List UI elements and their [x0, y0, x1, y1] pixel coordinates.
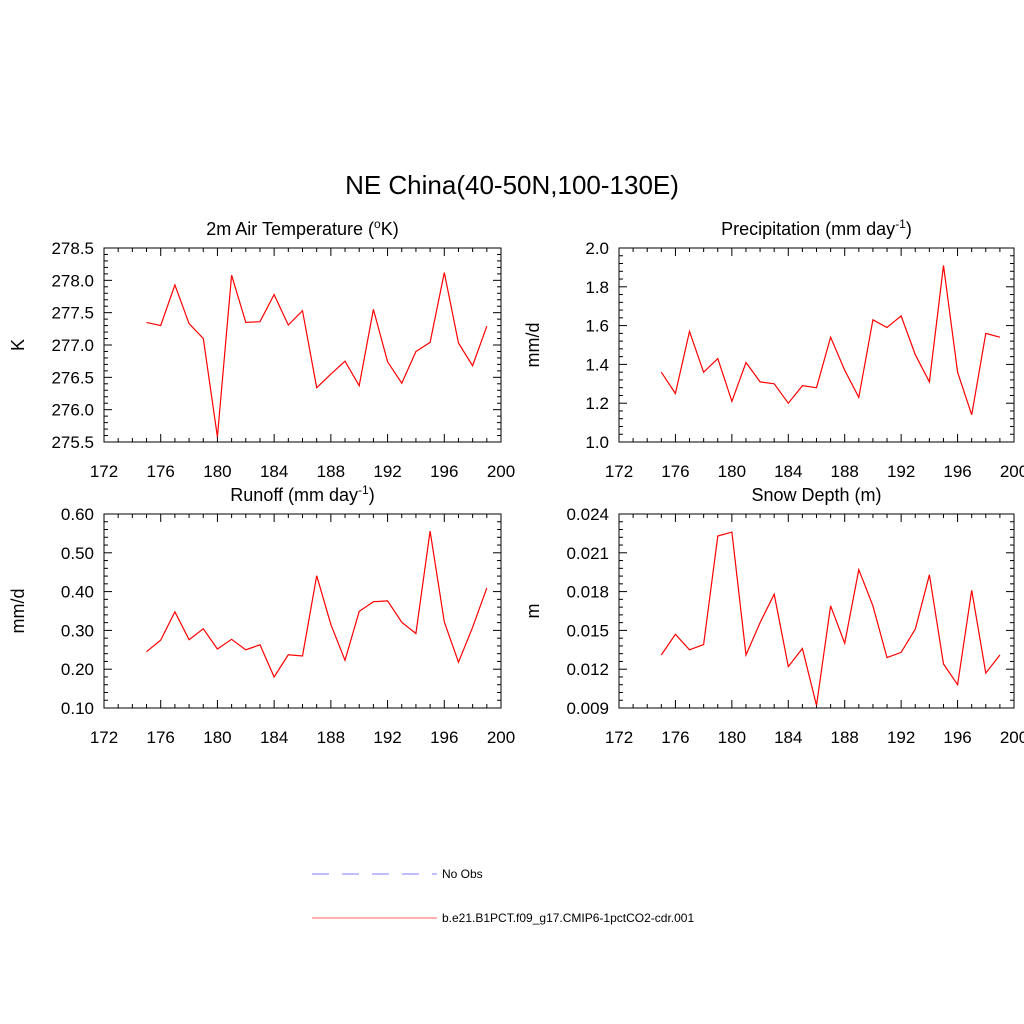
panel-title-main: 2m Air Temperature (: [206, 219, 374, 239]
y-tick-label: 0.021: [566, 544, 609, 563]
x-tick-label: 196: [943, 728, 971, 747]
y-tick-label: 0.009: [566, 699, 609, 718]
x-tick-label: 196: [430, 462, 458, 481]
y-tick-label: 0.60: [61, 505, 94, 524]
y-tick-label: 0.20: [61, 660, 94, 679]
legend-label: No Obs: [442, 867, 483, 881]
x-tick-label: 172: [605, 728, 633, 747]
panel-title-sup: -1: [358, 483, 369, 497]
x-tick-label: 200: [1000, 462, 1024, 481]
y-tick-label: 1.8: [585, 278, 609, 297]
y-tick-label: 277.0: [51, 336, 94, 355]
y-tick-label: 0.018: [566, 583, 609, 602]
y-tick-label: 0.40: [61, 583, 94, 602]
x-tick-label: 188: [831, 728, 859, 747]
x-tick-label: 172: [90, 728, 118, 747]
y-axis-label: K: [8, 339, 28, 351]
y-tick-label: 0.012: [566, 660, 609, 679]
series-line: [146, 272, 488, 437]
x-tick-label: 196: [430, 728, 458, 747]
panel-4: Snow Depth (m) m 172 176 180 184 188 192 196 200 0…: [523, 485, 1024, 747]
y-tick-label: 278.0: [51, 271, 94, 290]
y-axis-label: m: [523, 604, 543, 619]
panel-2: Precipitation (mm day-1) mm/d 172 176 180 184…: [523, 217, 1024, 481]
x-tick-label: 184: [774, 728, 802, 747]
x-tick-label: 176: [147, 728, 175, 747]
y-tick-label: 276.5: [51, 368, 94, 387]
y-axis-label: mm/d: [523, 323, 543, 368]
x-tick-label: 200: [487, 462, 515, 481]
x-tick-label: 180: [718, 728, 746, 747]
panel-title-sup: -1: [895, 217, 906, 231]
x-tick-label: 176: [661, 462, 689, 481]
plot-frame: [618, 247, 1015, 443]
x-tick-label: 192: [887, 728, 915, 747]
plot-frame: [103, 513, 502, 709]
x-tick-label: 192: [373, 462, 401, 481]
panel-title-sup: o: [374, 217, 381, 231]
panel-title-suffix: K): [381, 219, 399, 239]
y-tick-label: 1.0: [585, 433, 609, 452]
y-tick-label: 1.4: [585, 355, 609, 374]
x-tick-label: 184: [260, 728, 288, 747]
x-tick-label: 176: [661, 728, 689, 747]
y-tick-label: 0.30: [61, 621, 94, 640]
panel-3: Runoff (mm day-1) mm/d 172 176 180 184 188 192 1…: [8, 483, 515, 747]
series-line: [660, 531, 1001, 706]
panel-title: Precipitation (mm day-1): [721, 217, 912, 239]
x-tick-label: 188: [317, 728, 345, 747]
x-tick-label: 184: [774, 462, 802, 481]
panel-title: Snow Depth (m): [751, 485, 881, 505]
panel-1: 2m Air Temperature (oK) K 172 176 180 184 188 1…: [8, 217, 515, 481]
y-tick-label: 0.10: [61, 699, 94, 718]
y-tick-label: 276.0: [51, 401, 94, 420]
x-tick-label: 200: [487, 728, 515, 747]
figure-title: NE China(40-50N,100-130E): [345, 170, 679, 200]
panel-title: Runoff (mm day-1): [230, 483, 374, 505]
y-tick-label: 2.0: [585, 239, 609, 258]
panel-title-suffix: ): [906, 219, 912, 239]
y-tick-label: 0.024: [566, 505, 609, 524]
legend: No Obs b.e21.B1PCT.f09_g17.CMIP6-1pctCO2-…: [312, 867, 694, 925]
x-tick-label: 180: [203, 462, 231, 481]
panel-title-main: Snow Depth (m): [751, 485, 881, 505]
y-axis-label: mm/d: [8, 589, 28, 634]
x-tick-label: 200: [1000, 728, 1024, 747]
panel-title-main: Precipitation (mm day: [721, 219, 895, 239]
x-tick-label: 180: [718, 462, 746, 481]
x-tick-label: 192: [373, 728, 401, 747]
series-line: [660, 265, 1001, 415]
panel-title: 2m Air Temperature (oK): [206, 217, 398, 239]
x-tick-label: 196: [943, 462, 971, 481]
panels: 2m Air Temperature (oK) K 172 176 180 184 188 1…: [8, 217, 1024, 747]
panel-title-main: Runoff (mm day: [230, 485, 358, 505]
x-tick-label: 172: [605, 462, 633, 481]
plot-frame: [618, 513, 1015, 709]
plot-frame: [103, 247, 502, 443]
y-tick-label: 1.2: [585, 394, 609, 413]
x-tick-label: 172: [90, 462, 118, 481]
legend-label: b.e21.B1PCT.f09_g17.CMIP6-1pctCO2-cdr.00…: [442, 911, 694, 925]
y-tick-label: 277.5: [51, 304, 94, 323]
y-tick-label: 275.5: [51, 433, 94, 452]
x-tick-label: 188: [317, 462, 345, 481]
x-tick-label: 188: [831, 462, 859, 481]
y-tick-label: 1.6: [585, 317, 609, 336]
x-tick-label: 184: [260, 462, 288, 481]
panel-title-suffix: ): [369, 485, 375, 505]
y-tick-label: 0.50: [61, 544, 94, 563]
x-tick-label: 192: [887, 462, 915, 481]
y-tick-label: 0.015: [566, 621, 609, 640]
y-tick-label: 278.5: [51, 239, 94, 258]
x-tick-label: 176: [147, 462, 175, 481]
x-tick-label: 180: [203, 728, 231, 747]
series-line: [146, 531, 488, 679]
